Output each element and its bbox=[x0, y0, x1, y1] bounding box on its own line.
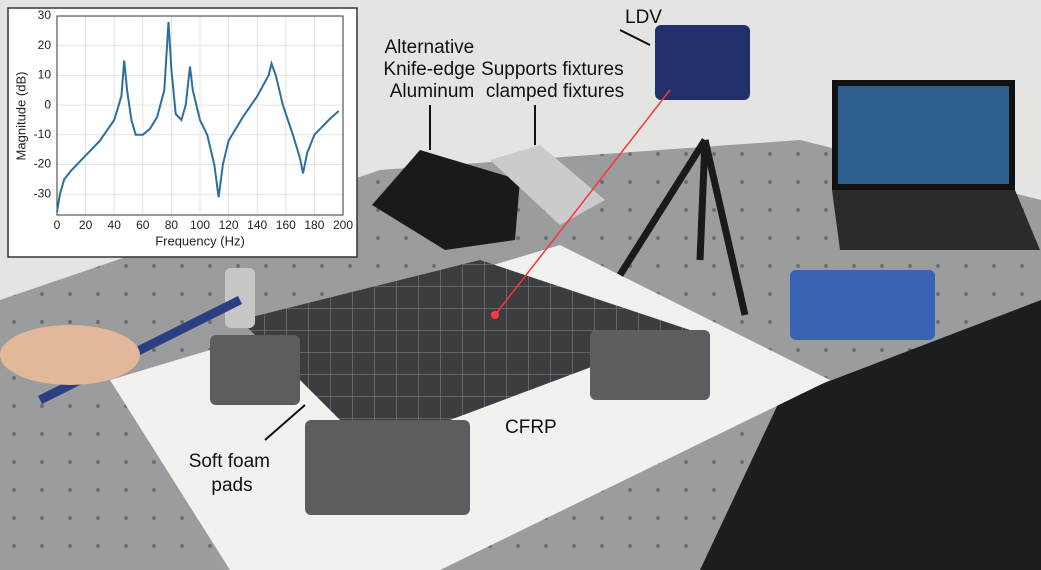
y-tick-label: -20 bbox=[34, 157, 52, 171]
y-tick-label: 0 bbox=[44, 97, 51, 111]
x-tick-label: 180 bbox=[304, 218, 324, 232]
y-tick-label: 30 bbox=[38, 8, 52, 22]
y-tick-label: 10 bbox=[38, 68, 52, 82]
label-line: pads bbox=[211, 475, 252, 496]
x-tick-label: 80 bbox=[165, 218, 179, 232]
x-tick-label: 20 bbox=[79, 218, 93, 232]
inset-chart: Frequency (Hz) Magnitude (dB) -30 -20 -10 0… bbox=[8, 8, 357, 257]
label-ldv: LDV bbox=[625, 7, 662, 28]
label-line: Supports fixtures bbox=[481, 59, 624, 80]
x-tick-label: 60 bbox=[136, 218, 150, 232]
x-tick-label: 0 bbox=[54, 218, 61, 232]
ldv-head bbox=[655, 25, 750, 100]
y-tick-label: -10 bbox=[34, 127, 52, 141]
label-line: Alternative bbox=[384, 37, 474, 58]
x-tick-label: 40 bbox=[108, 218, 122, 232]
x-tick-label: 140 bbox=[247, 218, 267, 232]
y-axis-label: Magnitude (dB) bbox=[13, 72, 28, 161]
x-tick-label: 200 bbox=[333, 218, 353, 232]
label-alternative: Alternative Knife-edge Aluminum bbox=[383, 37, 480, 102]
laser-spot bbox=[491, 311, 499, 319]
x-tick-label: 160 bbox=[276, 218, 296, 232]
label-supports: Supports fixtures clamped fixtures bbox=[481, 59, 629, 102]
label-line: clamped fixtures bbox=[486, 81, 624, 102]
scene: LDV Alternative Knife-edge Aluminum Supp… bbox=[0, 0, 1041, 570]
label-line: Soft foam bbox=[189, 451, 270, 472]
x-tick-label: 120 bbox=[219, 218, 239, 232]
label-line: Aluminum bbox=[390, 81, 474, 102]
y-tick-label: 20 bbox=[38, 38, 52, 52]
label-line: Knife-edge bbox=[383, 59, 475, 80]
x-tick-label: 100 bbox=[190, 218, 210, 232]
daq-box bbox=[790, 270, 935, 340]
x-axis-label: Frequency (Hz) bbox=[155, 233, 245, 248]
label-cfrp: CFRP bbox=[505, 417, 557, 438]
laptop bbox=[832, 80, 1040, 250]
y-tick-label: -30 bbox=[34, 186, 52, 200]
